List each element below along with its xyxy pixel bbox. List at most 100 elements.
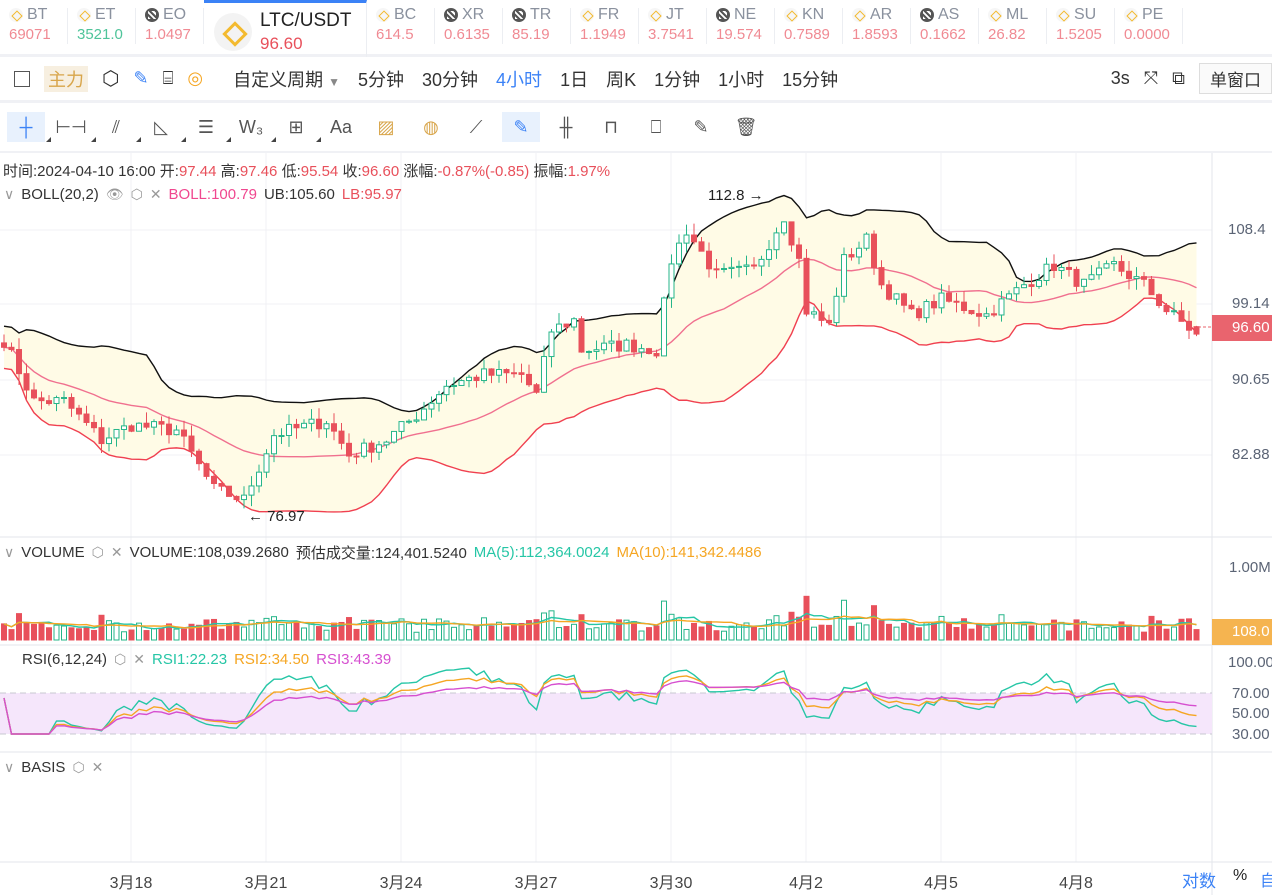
candle-body — [571, 318, 577, 328]
ticker-item[interactable]: AS 0.1662 — [911, 8, 979, 44]
candle-body — [106, 437, 112, 445]
ticker-item[interactable]: PE 0.0000 — [1115, 8, 1183, 44]
candle-body — [113, 428, 120, 439]
settings-icon[interactable]: ⬡ — [91, 544, 104, 560]
ticker-item[interactable]: BC 614.5 — [367, 8, 435, 44]
close-icon[interactable]: ✕ — [91, 759, 104, 775]
amp-label: 振幅: — [533, 163, 568, 180]
ruler-tool-icon[interactable]: ⟋ — [469, 116, 483, 137]
period-toolbar: 主力 ⬡ ✎ ⌸ ◎ 自定义周期 ▼ 5分钟 30分钟 4小时 1日 周K 1分钟 1小时 1… — [0, 57, 1272, 103]
collapse-icon[interactable]: ∨ — [4, 759, 15, 775]
fib-lines-tool-icon[interactable]: ☰ — [187, 112, 231, 142]
close-icon[interactable]: ✕ — [110, 544, 123, 560]
settings-icon[interactable]: ⬡ — [72, 759, 85, 775]
settings-icon[interactable]: ⬡ — [102, 68, 120, 90]
percent-scale-toggle[interactable]: % — [1233, 867, 1248, 884]
period-2[interactable]: 4小时 — [496, 69, 543, 90]
volume-bar — [586, 628, 592, 641]
volume-bar — [61, 625, 67, 641]
ticker-item[interactable]: ET 3521.0 — [68, 8, 136, 44]
submenu-arrow-icon[interactable] — [181, 137, 186, 142]
ticker-item[interactable]: FR 1.1949 — [571, 8, 639, 44]
period-1[interactable]: 30分钟 — [422, 69, 479, 90]
ticker-item[interactable]: LTC/USDT 96.60 — [204, 0, 367, 57]
submenu-arrow-icon[interactable] — [316, 137, 321, 142]
volume-bar — [811, 626, 817, 641]
bars-tool-icon[interactable]: ╫ — [559, 116, 573, 137]
volume-bar — [23, 622, 30, 641]
volume-bar — [83, 626, 90, 641]
settings-icon[interactable]: ⬡ — [130, 186, 143, 202]
candle-body — [593, 349, 600, 352]
text-tool-icon[interactable]: Aa — [329, 116, 353, 137]
popout-icon[interactable]: ⧉ — [1172, 68, 1185, 88]
ticker-item[interactable]: ML 26.82 — [979, 8, 1047, 44]
ruler-orange-tool-icon[interactable]: ▨ — [377, 116, 395, 137]
settings-icon[interactable]: ⬡ — [114, 651, 127, 667]
volume-bar — [1066, 630, 1072, 641]
volume-bar — [226, 623, 232, 641]
crosshair-tool-icon[interactable]: ┼ — [7, 112, 51, 142]
ticker-item[interactable]: XR 0.6135 — [435, 8, 503, 44]
ticker-item[interactable]: TR 85.19 — [503, 8, 571, 44]
note-tool-icon[interactable]: ✎ — [693, 116, 709, 137]
volume-bar — [136, 622, 142, 641]
main-indicator-button[interactable]: 主力 — [44, 65, 88, 92]
period-7[interactable]: 15分钟 — [782, 69, 839, 90]
lock-tool-icon[interactable]: ⊓ — [603, 116, 619, 137]
ticker-item[interactable]: KN 0.7589 — [775, 8, 843, 44]
window-mode-select[interactable]: 单窗口 — [1199, 63, 1272, 94]
template-icon[interactable]: ⌸ — [162, 68, 174, 88]
candle-body — [331, 423, 337, 432]
trash-tool-icon[interactable]: 🗑 — [734, 116, 758, 137]
alert-icon[interactable]: ◎ — [187, 68, 204, 88]
period-3[interactable]: 1日 — [560, 69, 589, 90]
volume-bar — [946, 622, 952, 641]
volume-bar — [413, 631, 420, 641]
auto-scale-toggle[interactable]: 自 — [1260, 873, 1272, 890]
triangle-tool-icon[interactable]: ◺ — [142, 112, 186, 142]
ticker-item[interactable]: JT 3.7541 — [639, 8, 707, 44]
submenu-arrow-icon[interactable] — [91, 137, 96, 142]
submenu-arrow-icon[interactable] — [136, 137, 141, 142]
log-scale-toggle[interactable]: 对数 — [1182, 872, 1216, 891]
collapse-icon[interactable]: ∨ — [4, 544, 15, 560]
bookmark-tool-icon[interactable]: ⎕ — [650, 116, 662, 137]
custom-period-dropdown[interactable]: 自定义周期 ▼ — [233, 66, 340, 92]
close-icon[interactable]: ✕ — [149, 186, 162, 202]
ticker-item[interactable]: NE 19.574 — [707, 8, 775, 44]
ticker-item[interactable]: EO 1.0497 — [136, 8, 204, 44]
measure-box-tool-icon[interactable]: ⊞ — [277, 112, 321, 142]
ticker-item[interactable]: BT 69071 — [0, 8, 68, 44]
period-5[interactable]: 1分钟 — [654, 69, 701, 90]
submenu-arrow-icon[interactable] — [271, 137, 276, 142]
volume-bar — [548, 610, 555, 641]
eye-icon[interactable]: 👁 — [105, 186, 124, 202]
candle-body — [758, 258, 765, 267]
candle-body — [1096, 267, 1102, 276]
ticker-item[interactable]: AR 1.8593 — [843, 8, 911, 44]
brush-tool-icon[interactable]: ✎ — [502, 112, 540, 142]
candle-body — [908, 304, 915, 310]
ruler-circle-tool-icon[interactable]: ◍ — [423, 116, 439, 137]
collapse-icon[interactable]: ∨ — [4, 186, 15, 202]
submenu-arrow-icon[interactable] — [226, 137, 231, 142]
refresh-interval[interactable]: 3s — [1110, 68, 1130, 88]
ticker-price: 1.1949 — [580, 26, 626, 43]
fullscreen-icon[interactable]: ⤧ — [1143, 68, 1159, 88]
volume-bar — [181, 628, 187, 641]
period-0[interactable]: 5分钟 — [358, 69, 405, 90]
draw-icon[interactable]: ✎ — [133, 68, 149, 88]
period-6[interactable]: 1小时 — [718, 69, 765, 90]
horizontal-line-tool-icon[interactable]: ⊢⊣ — [52, 112, 96, 142]
candle-body — [878, 267, 885, 286]
ticker-item[interactable]: SU 1.5205 — [1047, 8, 1115, 44]
parallel-channel-tool-icon[interactable]: ⫽ — [97, 112, 141, 142]
chart-type-icon[interactable] — [14, 70, 30, 87]
period-4[interactable]: 周K — [606, 69, 637, 90]
submenu-arrow-icon[interactable] — [46, 137, 51, 142]
volume-bar — [878, 620, 885, 641]
wave-tool-icon[interactable]: W₃ — [232, 112, 276, 142]
close-icon[interactable]: ✕ — [133, 651, 146, 667]
